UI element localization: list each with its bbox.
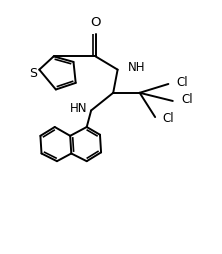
Text: O: O xyxy=(90,16,101,29)
Text: S: S xyxy=(29,67,37,80)
Text: NH: NH xyxy=(128,61,145,74)
Text: Cl: Cl xyxy=(163,112,174,125)
Text: HN: HN xyxy=(70,102,88,115)
Text: Cl: Cl xyxy=(181,93,193,106)
Text: Cl: Cl xyxy=(176,76,188,89)
